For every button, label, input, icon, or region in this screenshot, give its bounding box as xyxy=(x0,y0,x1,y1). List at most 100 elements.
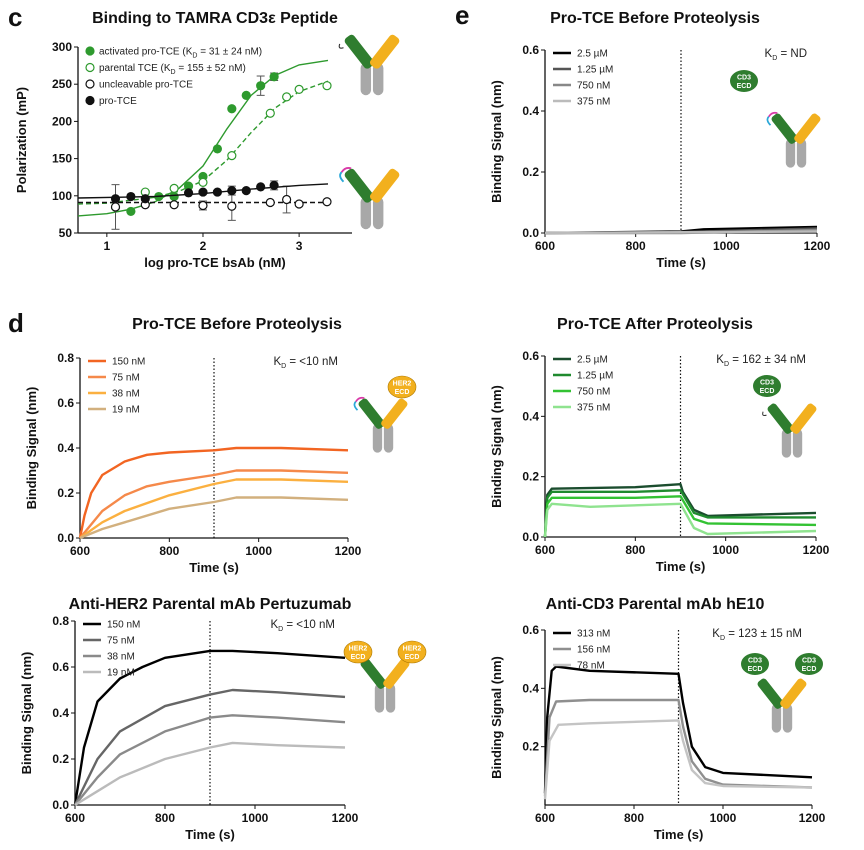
data-point xyxy=(241,185,251,196)
x-axis-label: Time (s) xyxy=(189,560,239,575)
data-point xyxy=(126,191,136,202)
x-tick-label: 800 xyxy=(155,811,175,825)
x-tick-label: 600 xyxy=(70,544,90,558)
data-point xyxy=(110,194,121,204)
chart-panel-c: Binding to TAMRA CD3ε Peptide 1 2 3 50 100 150… xyxy=(14,10,400,270)
y-tick-label: 0.2 xyxy=(57,486,74,500)
x-tick-label: 600 xyxy=(535,811,555,825)
legend-label: pro-TCE xyxy=(99,96,137,107)
panel-letter-c: c xyxy=(8,2,22,32)
chart-panel-e-bottom: Anti-CD3 Parental mAb hE10 600 800 1000 1200… xyxy=(489,596,826,842)
masking-peptide-icon xyxy=(339,171,345,183)
ecd-label: CD3 xyxy=(802,658,816,665)
y-tick-label: 0.6 xyxy=(57,396,74,410)
data-point xyxy=(269,72,279,82)
ecd-label: HER2 xyxy=(403,646,422,653)
chart-panel-e-middle: Pro-TCE After Proteolysis 600 800 1000 1200 0… xyxy=(489,316,830,574)
y-tick-label: 0.6 xyxy=(522,43,539,57)
y-tick-label: 50 xyxy=(59,226,73,240)
x-tick-label: 800 xyxy=(159,544,179,558)
ecd-label: CD3 xyxy=(760,380,774,387)
data-point xyxy=(140,194,150,204)
legend-label: 313 nM xyxy=(577,629,610,640)
x-tick-label: 600 xyxy=(65,811,85,825)
panel-letter-d: d xyxy=(8,308,24,338)
legend-text: = 31 ± 24 nM) xyxy=(197,47,262,58)
legend-label: 1.25 µM xyxy=(577,65,613,76)
x-tick-label: 1200 xyxy=(332,811,359,825)
series-line xyxy=(543,502,817,538)
chart-title: Anti-CD3 Parental mAb hE10 xyxy=(546,596,765,613)
series-line xyxy=(543,495,817,538)
chart-panel-e-top: Pro-TCE Before Proteolysis 600 800 1000 1200… xyxy=(489,10,831,270)
antibody-cartoon-icon xyxy=(338,34,400,96)
masking-peptide-icon xyxy=(353,400,359,411)
legend-label: 19 nM xyxy=(107,668,135,679)
series-line xyxy=(543,489,816,538)
kd-annotation: KD = <10 nM xyxy=(273,356,338,370)
linker-icon xyxy=(762,411,767,417)
legend-label: 38 nM xyxy=(107,652,135,663)
series-3 xyxy=(77,180,329,204)
chart-title: Binding to TAMRA CD3ε Peptide xyxy=(92,10,338,27)
y-tick-label: 0.2 xyxy=(52,752,69,766)
kd-annotation: KD = <10 nM xyxy=(270,619,335,633)
ecd-label: HER2 xyxy=(349,646,368,653)
antibody-cartoon-icon xyxy=(360,658,410,713)
x-tick-label: 600 xyxy=(535,239,555,253)
series-line xyxy=(74,714,346,806)
legend-label: 75 nM xyxy=(107,636,135,647)
legend-text: = 155 ± 52 nM) xyxy=(176,63,246,74)
fit-curve xyxy=(77,80,329,205)
x-tick-label: 3 xyxy=(296,239,303,253)
legend-label: activated pro-TCE (KD = 31 ± 24 nM) xyxy=(99,47,262,60)
legend-label: 2.5 µM xyxy=(577,355,608,366)
data-point xyxy=(227,151,237,161)
antibody-cartoon-icon xyxy=(353,396,408,453)
ecd-label: CD3 xyxy=(748,658,762,665)
ecd-label: ECD xyxy=(760,388,775,395)
legend-label: 750 nM xyxy=(577,81,610,92)
y-tick-label: 0.2 xyxy=(522,165,539,179)
x-tick-label: 1000 xyxy=(710,811,737,825)
data-point xyxy=(169,200,179,210)
x-tick-label: 2 xyxy=(200,239,207,253)
data-point xyxy=(110,202,121,212)
y-tick-label: 0.4 xyxy=(52,706,69,720)
series-line xyxy=(543,665,813,794)
data-point xyxy=(322,81,332,91)
masking-peptide-icon xyxy=(766,115,772,126)
chart-title: Pro-TCE Before Proteolysis xyxy=(550,10,760,27)
data-point xyxy=(269,180,279,190)
x-tick-label: 1 xyxy=(103,239,110,253)
ecd-label: ECD xyxy=(351,654,366,661)
legend-marker xyxy=(85,46,95,56)
series-line xyxy=(544,230,818,235)
y-tick-label: 200 xyxy=(52,114,72,128)
x-axis-label: Time (s) xyxy=(654,827,704,842)
data-point xyxy=(198,187,208,197)
antibody-cartoon-icon xyxy=(757,678,807,733)
legend-label: uncleavable pro-TCE xyxy=(99,80,193,91)
data-point xyxy=(198,200,208,211)
series-line xyxy=(79,496,349,540)
x-tick-label: 1000 xyxy=(713,239,740,253)
data-point xyxy=(256,81,266,91)
data-point xyxy=(265,108,275,118)
legend-marker xyxy=(85,95,95,106)
y-tick-label: 0.6 xyxy=(522,349,539,363)
data-point xyxy=(169,191,179,202)
data-point xyxy=(212,144,223,154)
x-axis-label: Time (s) xyxy=(185,827,235,842)
y-tick-label: 0.6 xyxy=(522,623,539,637)
series-line xyxy=(543,698,813,797)
legend-label: 150 nM xyxy=(107,620,140,631)
data-point xyxy=(198,177,208,188)
series-line xyxy=(78,446,349,539)
ecd-label: ECD xyxy=(405,654,420,661)
legend-label: 78 nM xyxy=(577,661,605,672)
y-tick-label: 0.4 xyxy=(522,104,539,118)
legend-label: 750 nM xyxy=(577,387,610,398)
